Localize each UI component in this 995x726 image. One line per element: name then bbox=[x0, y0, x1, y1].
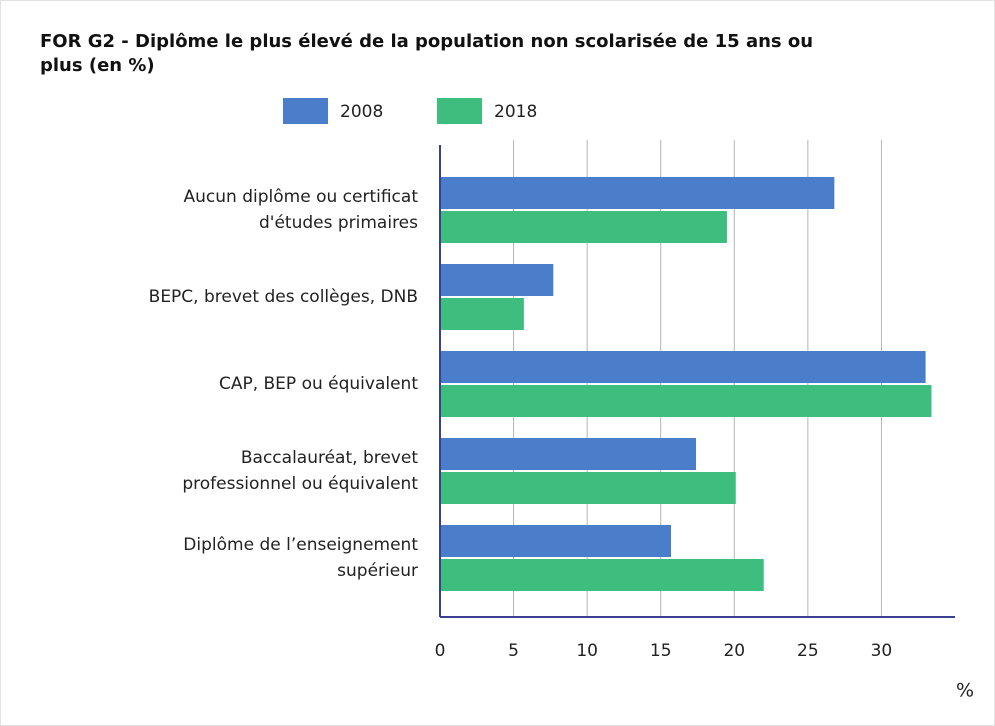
legend-label: 2008 bbox=[340, 102, 383, 122]
legend-label: 2018 bbox=[494, 102, 537, 122]
bar bbox=[440, 385, 932, 417]
bar bbox=[440, 351, 926, 383]
x-tick-label: 0 bbox=[435, 641, 446, 661]
x-tick-label: 5 bbox=[508, 641, 519, 661]
chart-title: plus (en %) bbox=[40, 55, 155, 76]
x-tick-label: 15 bbox=[650, 641, 672, 661]
x-axis-label: % bbox=[956, 680, 974, 702]
x-tick-label: 10 bbox=[576, 641, 598, 661]
x-tick-label: 25 bbox=[797, 641, 819, 661]
legend-swatch bbox=[437, 98, 482, 124]
category-label: professionnel ou équivalent bbox=[182, 474, 418, 494]
bar bbox=[440, 438, 697, 470]
bar bbox=[440, 525, 672, 557]
category-label: CAP, BEP ou équivalent bbox=[219, 374, 418, 394]
category-label: supérieur bbox=[337, 561, 418, 581]
legend-swatch bbox=[283, 98, 328, 124]
category-label: Baccalauréat, brevet bbox=[241, 448, 418, 468]
category-label: d'études primaires bbox=[259, 213, 418, 233]
x-tick-label: 30 bbox=[871, 641, 893, 661]
bar bbox=[440, 177, 835, 209]
bar bbox=[440, 211, 727, 243]
category-label: Diplôme de l’enseignement bbox=[183, 535, 418, 555]
bar bbox=[440, 559, 764, 591]
bar bbox=[440, 264, 554, 296]
category-label: BEPC, brevet des collèges, DNB bbox=[149, 287, 418, 307]
bar bbox=[440, 298, 524, 330]
chart-title: FOR G2 - Diplôme le plus élevé de la pop… bbox=[40, 31, 813, 52]
bar bbox=[440, 472, 736, 504]
x-tick-label: 20 bbox=[723, 641, 745, 661]
category-label: Aucun diplôme ou certificat bbox=[184, 187, 419, 207]
